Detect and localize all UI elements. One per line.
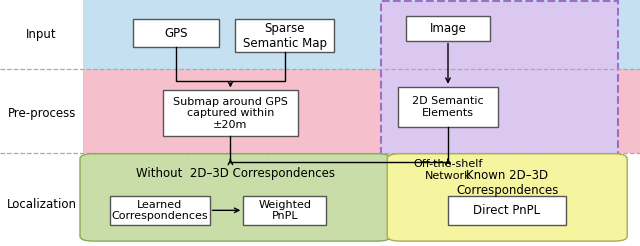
Text: Localization: Localization [6,198,77,211]
FancyBboxPatch shape [406,16,490,41]
FancyBboxPatch shape [398,87,498,127]
Text: Weighted
PnPL: Weighted PnPL [259,200,311,221]
FancyBboxPatch shape [163,90,298,136]
Text: Direct PnPL: Direct PnPL [474,204,540,217]
FancyBboxPatch shape [243,196,326,225]
FancyBboxPatch shape [448,196,566,225]
FancyBboxPatch shape [133,19,219,47]
Text: Submap around GPS
captured within
±20m: Submap around GPS captured within ±20m [173,97,288,130]
FancyBboxPatch shape [83,69,640,153]
Text: 2D Semantic
Elements: 2D Semantic Elements [412,96,484,118]
Text: Off-the-shelf
Network: Off-the-shelf Network [413,159,483,181]
Text: Sparse
Semantic Map: Sparse Semantic Map [243,22,327,50]
Text: Learned
Correspondences: Learned Correspondences [112,200,208,221]
FancyBboxPatch shape [381,1,618,176]
Text: GPS: GPS [164,27,188,40]
Text: Known 2D–3D
Correspondences: Known 2D–3D Correspondences [456,169,558,197]
Text: Pre-process: Pre-process [8,107,76,120]
FancyBboxPatch shape [80,154,390,241]
Text: Without  2D–3D Correspondences: Without 2D–3D Correspondences [136,167,335,180]
Text: Image: Image [429,22,467,35]
FancyBboxPatch shape [236,19,334,52]
FancyBboxPatch shape [110,196,210,225]
Text: Input: Input [26,28,57,41]
FancyBboxPatch shape [387,154,627,241]
FancyBboxPatch shape [83,0,640,69]
